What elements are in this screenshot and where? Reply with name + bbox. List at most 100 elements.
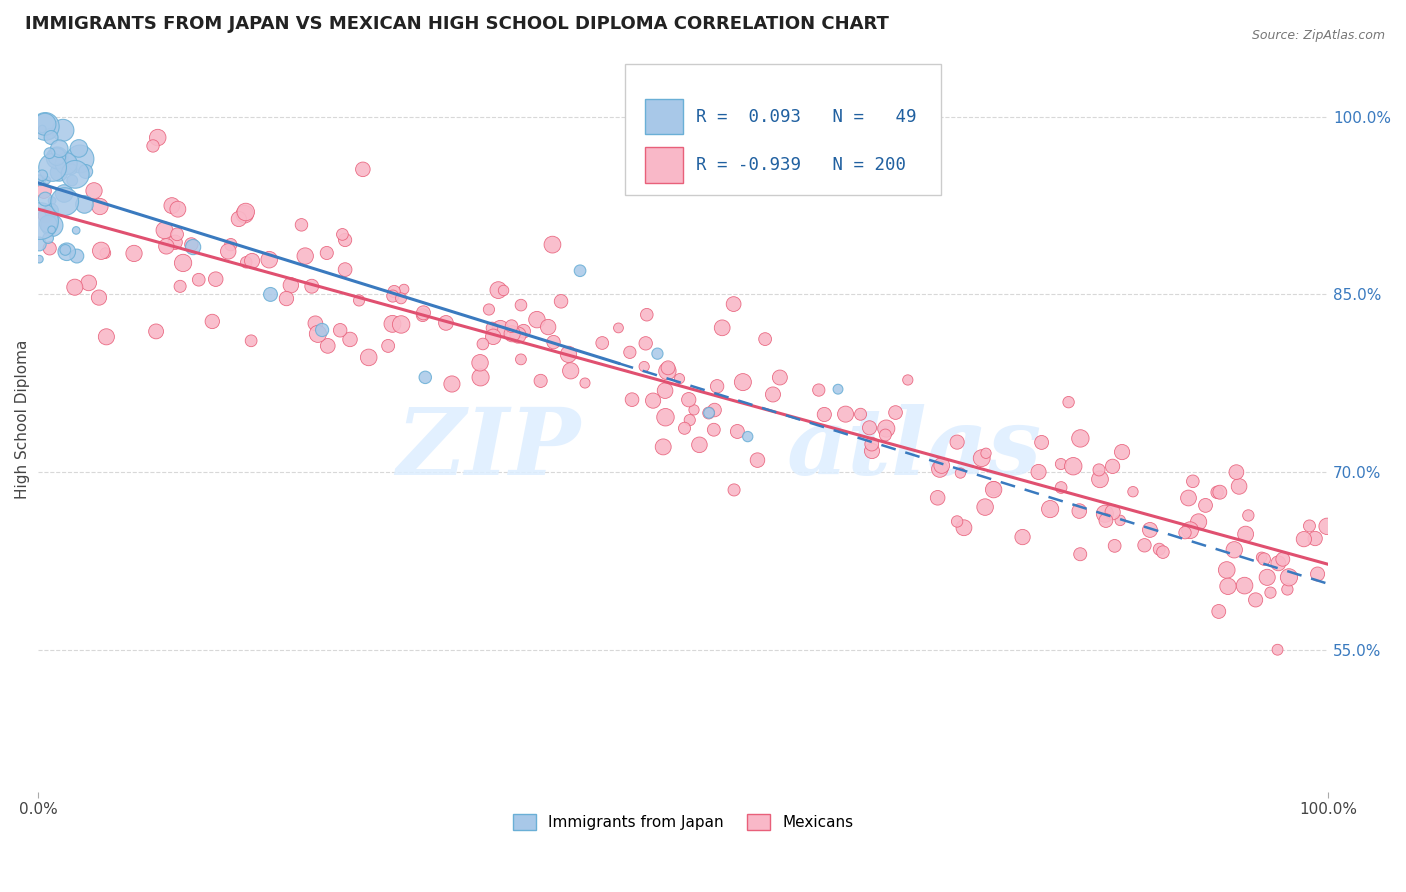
Point: [541, 237, 564, 252]
Point: [1104, 539, 1126, 553]
Point: [492, 284, 515, 298]
Point: [32, 184, 55, 198]
Point: [233, 207, 256, 221]
FancyBboxPatch shape: [626, 64, 941, 195]
Point: [652, 440, 675, 454]
Point: [897, 373, 920, 387]
Point: [668, 371, 690, 385]
Point: [204, 272, 226, 286]
Point: [389, 291, 412, 305]
Point: [543, 335, 565, 350]
Point: [849, 407, 872, 421]
Point: [412, 308, 434, 322]
Point: [329, 323, 352, 337]
Point: [654, 410, 676, 425]
Point: [434, 316, 457, 330]
Point: [146, 130, 169, 145]
Point: [339, 333, 361, 347]
Point: [591, 336, 613, 351]
Point: [28, 214, 51, 228]
Point: [1101, 505, 1123, 519]
Point: [481, 321, 503, 335]
Point: [90, 244, 112, 258]
Point: [974, 500, 997, 514]
Point: [1094, 507, 1116, 521]
Text: R = -0.939   N = 200: R = -0.939 N = 200: [696, 156, 905, 174]
Point: [63, 280, 86, 294]
Point: [1298, 519, 1320, 533]
Point: [1208, 604, 1230, 618]
Point: [1206, 485, 1229, 500]
Point: [45, 150, 67, 164]
Point: [357, 351, 380, 365]
Point: [860, 444, 883, 458]
Point: [39, 127, 62, 141]
Point: [506, 328, 529, 343]
Point: [1178, 523, 1201, 537]
Point: [678, 392, 700, 407]
Point: [1039, 502, 1062, 516]
Point: [166, 227, 188, 242]
Point: [142, 139, 165, 153]
Point: [647, 346, 669, 360]
Point: [53, 194, 76, 209]
Point: [440, 376, 463, 391]
Point: [83, 184, 105, 198]
Point: [172, 256, 194, 270]
Point: [697, 406, 720, 420]
Point: [1101, 459, 1123, 474]
Point: [1122, 484, 1144, 499]
Point: [807, 383, 830, 397]
Point: [510, 298, 533, 312]
Point: [1233, 579, 1256, 593]
Point: [389, 318, 412, 332]
Point: [1062, 459, 1084, 474]
Point: [1194, 499, 1216, 513]
Point: [560, 364, 582, 378]
Point: [55, 156, 77, 170]
Point: [1011, 530, 1033, 544]
Point: [48, 142, 70, 156]
Point: [657, 364, 679, 378]
Point: [725, 425, 748, 439]
Point: [1050, 457, 1073, 471]
Point: [1237, 508, 1260, 523]
Point: [315, 246, 337, 260]
Point: [983, 483, 1005, 497]
Point: [486, 283, 509, 297]
Point: [526, 312, 548, 326]
Bar: [644, 147, 683, 183]
Point: [34, 192, 56, 206]
Point: [1028, 465, 1050, 479]
Point: [77, 276, 100, 290]
Point: [1177, 491, 1199, 505]
Point: [37, 217, 59, 231]
Point: [762, 387, 785, 401]
Point: [38, 241, 60, 255]
Point: [1088, 472, 1111, 486]
Point: [228, 212, 250, 227]
Point: [875, 428, 897, 442]
Point: [731, 375, 754, 389]
Point: [654, 384, 676, 398]
Point: [510, 352, 533, 367]
Point: [834, 407, 856, 421]
Point: [60, 173, 83, 187]
Point: [240, 334, 263, 348]
Point: [217, 244, 239, 259]
Point: [301, 279, 323, 293]
Point: [468, 356, 491, 370]
Point: [1050, 481, 1073, 495]
Point: [679, 413, 702, 427]
Point: [413, 370, 436, 384]
Point: [1069, 547, 1091, 561]
Point: [333, 262, 356, 277]
Point: [67, 141, 90, 155]
Point: [31, 169, 53, 183]
Point: [46, 151, 69, 165]
Point: [352, 162, 374, 177]
Point: [858, 421, 880, 435]
Point: [574, 376, 596, 390]
Point: [983, 482, 1005, 496]
Point: [723, 297, 745, 311]
